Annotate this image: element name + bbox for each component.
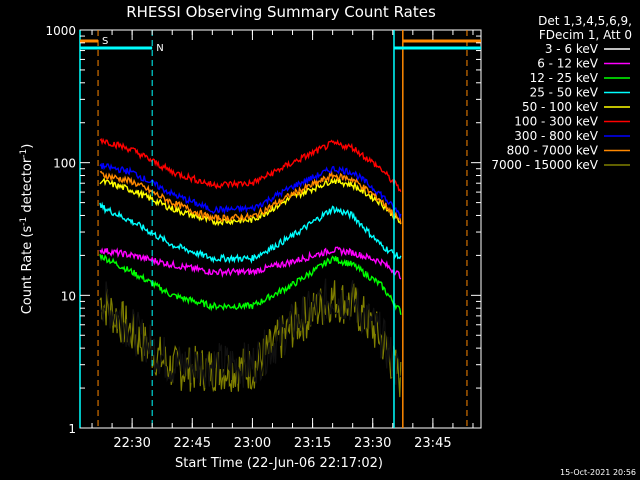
series-line-2 [99, 254, 402, 315]
legend: Det 1,3,4,5,6,9, FDecim 1, Att 0 3 - 6 k… [491, 14, 632, 172]
markers-layer: SN [79, 30, 481, 428]
x-axis-label: Start Time (22-Jun-06 22:17:02) [175, 456, 383, 471]
series-line-0 [99, 278, 402, 388]
x-tick-label: 22:30 [113, 436, 150, 451]
legend-header-1: Det 1,3,4,5,6,9, [538, 14, 632, 28]
series-line-1 [99, 246, 402, 280]
series-layer [99, 137, 402, 398]
y-axis-ticks: 1 10 100 1000 [45, 24, 481, 436]
series-line-6 [99, 162, 402, 220]
x-tick-label: 23:00 [234, 436, 271, 451]
plot-area [79, 29, 482, 429]
legend-label: 100 - 300 keV [514, 115, 598, 129]
y-tick-label: 100 [53, 157, 76, 171]
legend-header-2: FDecim 1, Att 0 [539, 28, 632, 42]
legend-label: 300 - 800 keV [514, 129, 598, 143]
y-tick-label: 10 [61, 289, 76, 303]
y-axis-label-sup2: -1 [19, 149, 29, 158]
series-line-5 [99, 137, 402, 193]
chart-title: RHESSI Observing Summary Count Rates [126, 3, 436, 21]
x-axis-ticks: 22:30 22:45 23:00 23:15 23:30 23:45 [91, 30, 474, 451]
saa-label: S [102, 36, 108, 47]
legend-label: 7000 - 15000 keV [491, 158, 598, 172]
y-axis-label-mid: detector [20, 157, 35, 217]
legend-label: 12 - 25 keV [530, 71, 599, 85]
y-axis-label-end: ) [20, 144, 35, 149]
series-line-3 [99, 201, 402, 265]
x-tick-label: 23:15 [294, 436, 331, 451]
series-line-7 [99, 170, 402, 224]
legend-label: 6 - 12 keV [537, 57, 599, 71]
legend-label: 3 - 6 keV [545, 42, 599, 56]
x-tick-label: 23:30 [354, 436, 391, 451]
x-tick-label: 23:45 [414, 436, 451, 451]
legend-label: 25 - 50 keV [530, 86, 599, 100]
night-label: N [156, 43, 163, 54]
x-tick-label: 22:45 [174, 436, 211, 451]
legend-label: 50 - 100 keV [522, 100, 599, 114]
y-axis-label-sup1: -1 [19, 217, 29, 226]
y-axis-label-main: Count Rate (s [20, 226, 35, 315]
plot-frame [79, 29, 482, 429]
footer-timestamp: 15-Oct-2021 20:56 [560, 468, 636, 477]
y-tick-label: 1 [68, 422, 76, 436]
y-axis-label: Count Rate (s-1 detector-1) [19, 144, 35, 315]
y-tick-label: 1000 [45, 24, 76, 38]
legend-label: 800 - 7000 keV [507, 144, 599, 158]
